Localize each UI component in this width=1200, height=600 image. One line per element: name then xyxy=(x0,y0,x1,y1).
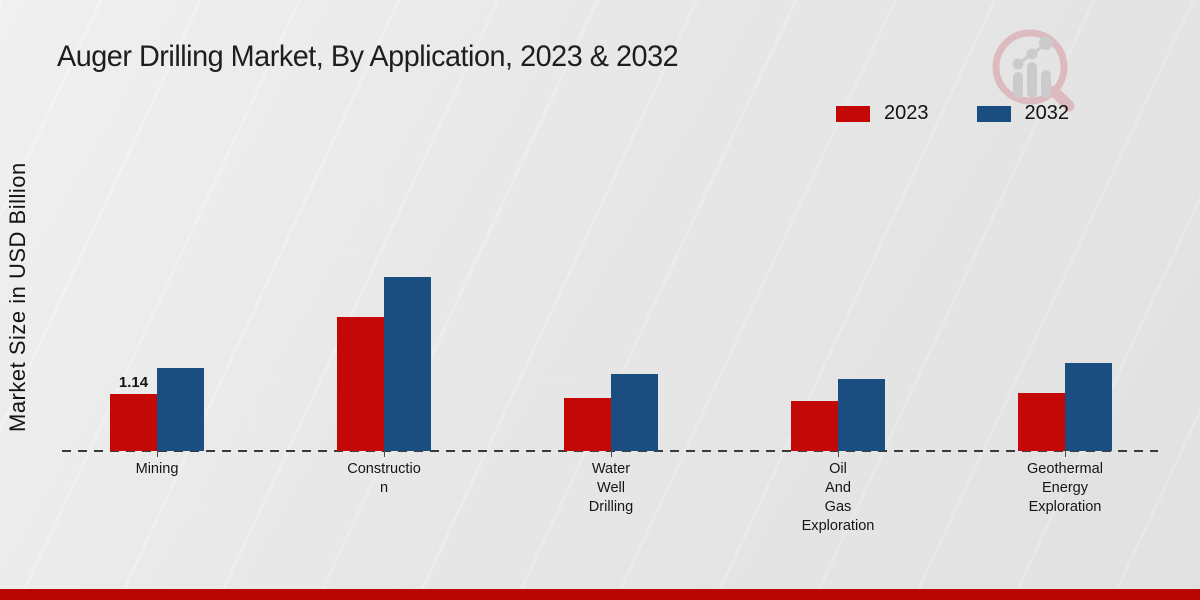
footer-strip xyxy=(0,589,1200,600)
axis-tick-oil-and-gas-exploration xyxy=(838,451,839,457)
bar-2032-water-well-drilling xyxy=(611,374,658,451)
bar-2032-oil-and-gas-exploration xyxy=(838,379,885,451)
bar-2023-water-well-drilling xyxy=(564,398,611,451)
bar-2032-construction xyxy=(384,277,431,451)
magnifier-bar-chart-logo-icon xyxy=(992,29,1075,112)
bar-2023-oil-and-gas-exploration xyxy=(791,401,838,451)
bar-2032-mining xyxy=(157,368,204,451)
legend: 2023 2032 xyxy=(836,102,1069,125)
bar-data-label-2023-mining: 1.14 xyxy=(118,374,149,391)
category-label-construction: Constructio n xyxy=(347,460,421,496)
bar-2032-geothermal-energy-exploration xyxy=(1065,363,1112,451)
legend-label-2032: 2032 xyxy=(1024,102,1070,124)
axis-tick-geothermal-energy-exploration xyxy=(1065,451,1066,457)
legend-item-2032: 2032 xyxy=(976,102,1070,125)
legend-label-2023: 2023 xyxy=(884,102,929,124)
legend-swatch-2023-icon xyxy=(836,105,870,122)
category-label-water-well-drilling: Water Well Drilling xyxy=(588,460,634,515)
category-label-mining: Mining xyxy=(135,460,179,477)
bar-2023-mining xyxy=(110,394,157,451)
axis-tick-water-well-drilling xyxy=(611,451,612,457)
category-label-oil-and-gas-exploration: Oil And Gas Exploration xyxy=(801,460,875,534)
chart-title: Auger Drilling Market, By Application, 2… xyxy=(57,40,679,73)
bar-2023-construction xyxy=(337,317,384,451)
axis-tick-construction xyxy=(384,451,385,457)
category-label-geothermal-energy-exploration: Geothermal Energy Exploration xyxy=(1026,460,1104,515)
bar-2023-geothermal-energy-exploration xyxy=(1018,393,1065,451)
x-axis-baseline xyxy=(62,450,1158,452)
legend-swatch-2032-icon xyxy=(976,105,1011,122)
axis-tick-mining xyxy=(157,451,158,457)
legend-item-2023: 2023 xyxy=(836,102,929,125)
